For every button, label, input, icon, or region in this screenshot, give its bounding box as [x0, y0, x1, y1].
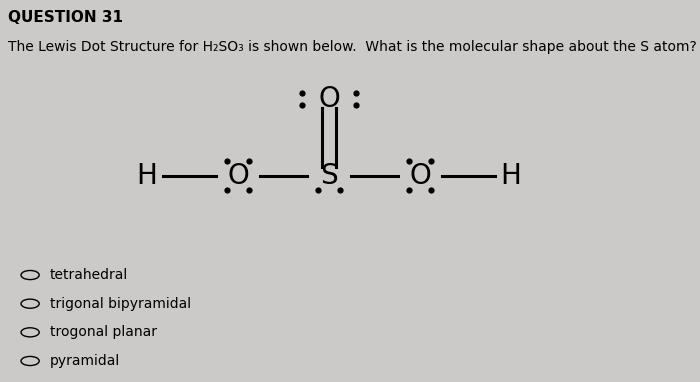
Text: O: O [227, 162, 249, 190]
Text: tetrahedral: tetrahedral [50, 268, 128, 282]
Text: QUESTION 31: QUESTION 31 [8, 10, 123, 24]
Text: trigonal bipyramidal: trigonal bipyramidal [50, 297, 191, 311]
Text: O: O [409, 162, 431, 190]
Text: S: S [320, 162, 338, 190]
Text: pyramidal: pyramidal [50, 354, 120, 368]
Text: trogonal planar: trogonal planar [50, 325, 157, 339]
Text: O: O [318, 85, 340, 113]
Text: H: H [136, 162, 158, 190]
Text: H: H [500, 162, 522, 190]
Text: The Lewis Dot Structure for H₂SO₃ is shown below.  What is the molecular shape a: The Lewis Dot Structure for H₂SO₃ is sho… [8, 40, 697, 54]
